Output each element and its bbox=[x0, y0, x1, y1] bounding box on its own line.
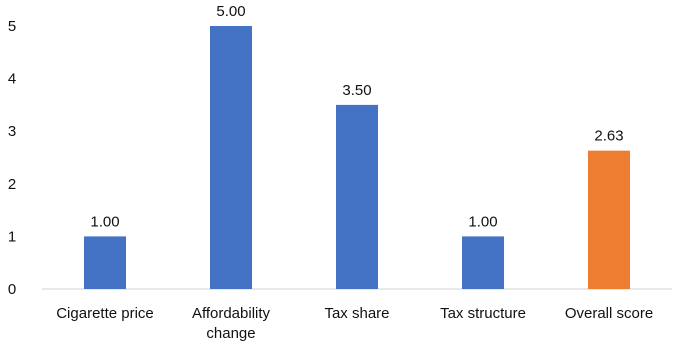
x-category-label: Overall score bbox=[565, 305, 653, 322]
y-tick-label: 5 bbox=[8, 18, 16, 35]
x-category-label: Cigarette price bbox=[56, 305, 154, 322]
data-label: 1.00 bbox=[90, 213, 119, 230]
x-category-label: change bbox=[206, 325, 255, 342]
y-tick-label: 0 bbox=[8, 281, 16, 298]
bar bbox=[84, 236, 126, 289]
y-tick-label: 2 bbox=[8, 176, 16, 193]
data-label: 1.00 bbox=[468, 213, 497, 230]
bar bbox=[210, 26, 252, 289]
y-tick-label: 4 bbox=[8, 71, 16, 88]
bar bbox=[462, 236, 504, 289]
x-category-label: Tax share bbox=[324, 305, 389, 322]
x-category-label: Tax structure bbox=[440, 305, 526, 322]
data-label: 2.63 bbox=[594, 128, 623, 145]
bar bbox=[336, 104, 378, 290]
y-tick-label: 1 bbox=[8, 228, 16, 245]
bar bbox=[588, 150, 630, 289]
y-tick-label: 3 bbox=[8, 123, 16, 140]
data-label: 5.00 bbox=[216, 3, 245, 20]
data-label: 3.50 bbox=[342, 82, 371, 99]
x-category-label: Affordability bbox=[192, 305, 271, 322]
